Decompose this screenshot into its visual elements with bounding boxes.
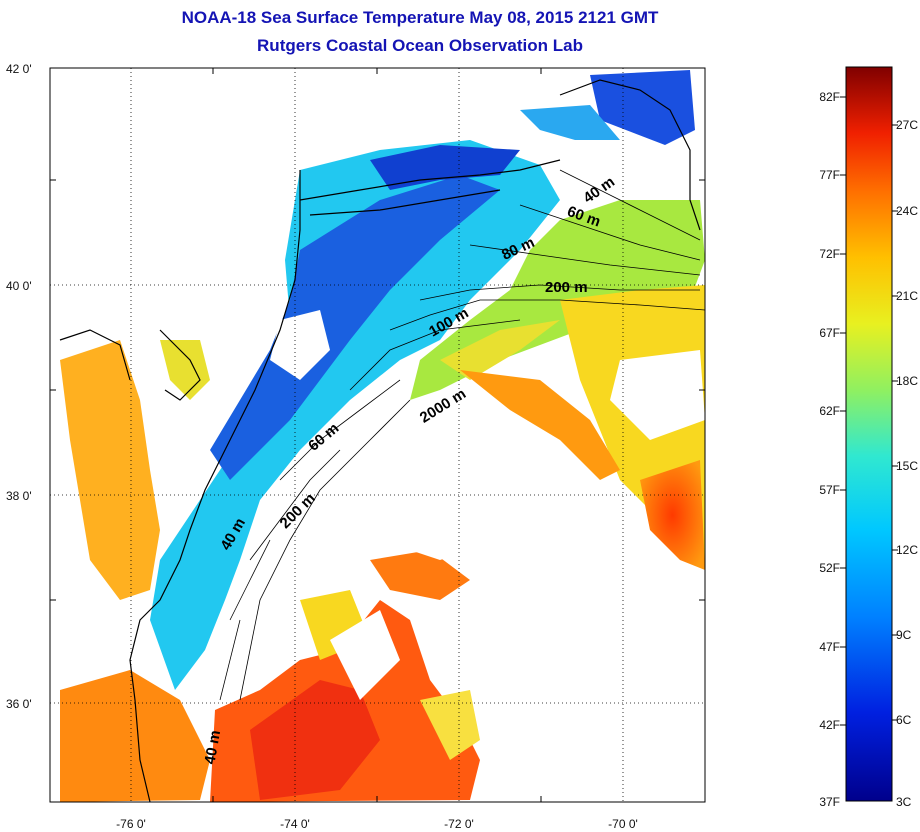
bathymetry-contours <box>219 169 706 701</box>
colorbar-f-label: 77F <box>819 168 840 182</box>
lon-label: -76 0' <box>116 817 146 831</box>
coastline <box>59 79 701 803</box>
lon-label: -70 0' <box>608 817 638 831</box>
lat-label: 42 0' <box>6 62 32 76</box>
lat-label: 38 0' <box>6 489 32 503</box>
colorbar <box>845 66 893 802</box>
colorbar-f-label: 62F <box>819 404 840 418</box>
depth-label: 200 m <box>545 279 588 296</box>
colorbar-c-label: 27C <box>896 118 918 132</box>
lat-label: 36 0' <box>6 697 32 711</box>
colorbar-f-label: 52F <box>819 561 840 575</box>
colorbar-f-label: 67F <box>819 326 840 340</box>
colorbar-f-label: 82F <box>819 90 840 104</box>
lat-label: 40 0' <box>6 279 32 293</box>
colorbar-c-label: 6C <box>896 713 912 727</box>
latitude-labels: 42 0' 40 0' 38 0' 36 0' <box>6 62 32 711</box>
colorbar-c-label: 24C <box>896 204 918 218</box>
colorbar-c-label: 21C <box>896 289 918 303</box>
colorbar-f-label: 57F <box>819 483 840 497</box>
colorbar-fahrenheit-labels: 82F 77F 72F 67F 62F 57F 52F 47F 42F 37F <box>819 90 840 809</box>
colorbar-c-label: 15C <box>896 459 918 473</box>
colorbar-celsius-labels: 27C 24C 21C 18C 15C 12C 9C 6C 3C <box>896 118 918 809</box>
map-title: NOAA-18 Sea Surface Temperature May 08, … <box>181 8 659 27</box>
colorbar-c-label: 12C <box>896 543 918 557</box>
lon-label: -74 0' <box>280 817 310 831</box>
colorbar-f-label: 47F <box>819 640 840 654</box>
longitude-labels: -76 0' -74 0' -72 0' -70 0' <box>116 817 638 831</box>
colorbar-f-label: 72F <box>819 247 840 261</box>
colorbar-c-label: 3C <box>896 795 912 809</box>
map-subtitle: Rutgers Coastal Ocean Observation Lab <box>257 36 583 55</box>
lon-label: -72 0' <box>444 817 474 831</box>
colorbar-c-label: 9C <box>896 628 912 642</box>
colorbar-f-label: 42F <box>819 718 840 732</box>
depth-label: 40 m <box>201 729 224 766</box>
colorbar-c-label: 18C <box>896 374 918 388</box>
colorbar-f-label: 37F <box>819 795 840 809</box>
